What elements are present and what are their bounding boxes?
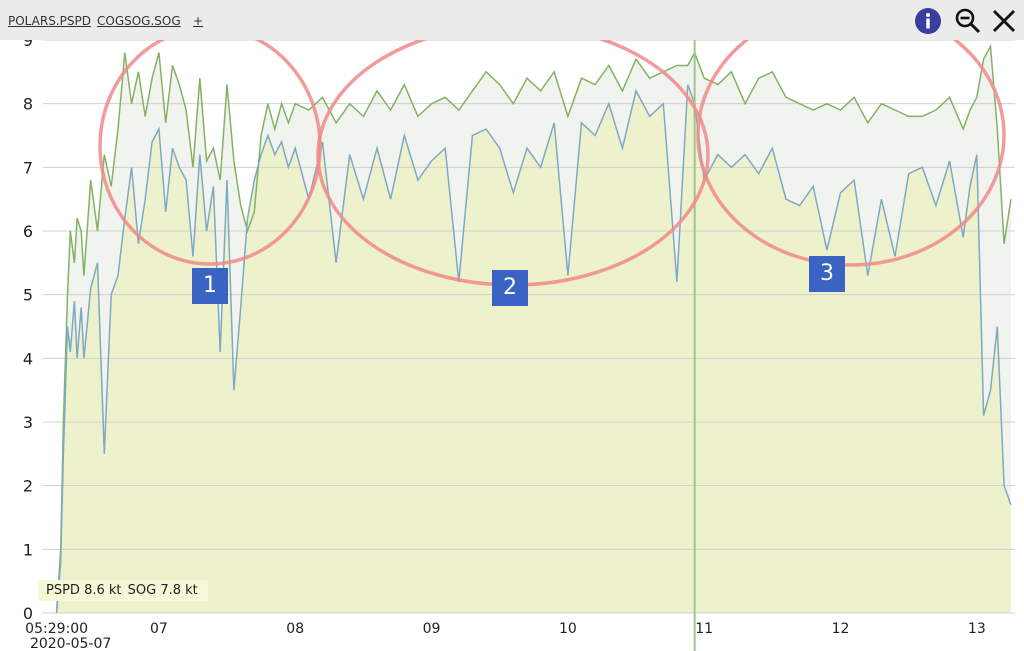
series-link-sog[interactable]: COGSOG.SOG: [97, 14, 181, 28]
x-tick-label: 05:29:00: [25, 621, 88, 637]
value-readout: PSPD 8.6 kt SOG 7.8 kt: [38, 580, 208, 601]
series-link-pspd[interactable]: POLARS.PSPD: [8, 14, 91, 28]
close-icon[interactable]: [990, 7, 1018, 35]
x-tick-label: 10: [559, 621, 577, 637]
info-icon[interactable]: [914, 7, 942, 35]
x-tick-label: 08: [286, 621, 304, 637]
x-tick-label: 13: [968, 621, 986, 637]
y-tick-label: 9: [23, 31, 33, 50]
y-tick-label: 6: [23, 222, 33, 241]
y-tick-label: 1: [23, 540, 33, 559]
y-tick-label: 4: [23, 349, 33, 368]
y-tick-label: 2: [23, 477, 33, 496]
annotation-badge-3: 3: [809, 256, 845, 292]
x-tick-label: 07: [150, 621, 168, 637]
y-tick-label: 0: [23, 604, 33, 623]
y-tick-label: 8: [23, 95, 33, 114]
add-series-button[interactable]: +: [193, 14, 204, 28]
y-tick-label: 5: [23, 286, 33, 305]
x-tick-label: 09: [423, 621, 441, 637]
annotation-badge-2: 2: [492, 270, 528, 306]
y-tick-label: 7: [23, 158, 33, 177]
pspd-line: [55, 43, 1012, 614]
annotation-badge-1: 1: [192, 268, 228, 304]
sog-line: [55, 84, 1012, 614]
readout-sog: SOG 7.8 kt: [127, 583, 198, 598]
readout-pspd: PSPD 8.6 kt: [46, 583, 122, 598]
x-tick-label: 12: [832, 621, 850, 637]
y-tick-label: 3: [23, 413, 33, 432]
x-tick-sublabel: 2020-05-07: [30, 636, 111, 651]
x-tick-label: 11: [695, 621, 713, 637]
series-toolbar: POLARS.PSPD COGSOG.SOG +: [0, 0, 1024, 40]
sog-area: [56, 84, 1011, 614]
zoom-out-icon[interactable]: [954, 7, 982, 35]
